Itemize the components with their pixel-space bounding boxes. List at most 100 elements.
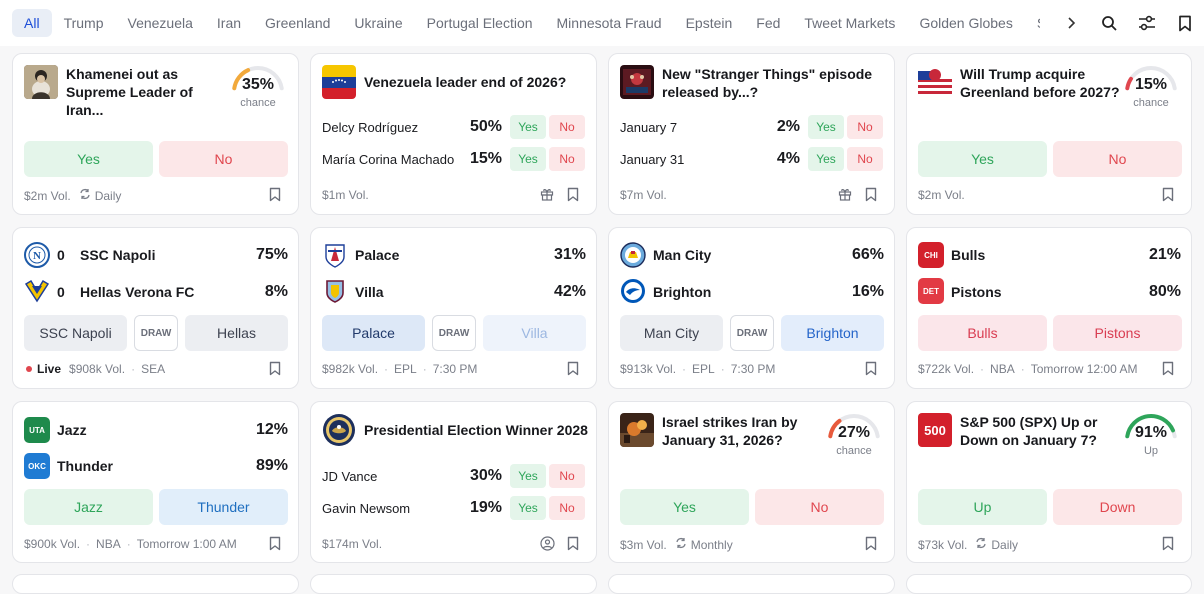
volume-text: $2m Vol. xyxy=(24,188,71,203)
tab-silver[interactable]: Silver xyxy=(1025,9,1040,37)
market-card-presidential-election[interactable]: Presidential Election Winner 2028 JD Van… xyxy=(310,401,597,563)
outcome-no-button[interactable]: No xyxy=(549,147,585,171)
market-title[interactable]: New "Stranger Things" episode released b… xyxy=(662,66,873,100)
volume-text: $174m Vol. xyxy=(322,537,383,551)
gift-icon[interactable] xyxy=(540,187,554,203)
bookmark-icon[interactable] xyxy=(1162,361,1176,377)
tab-fed[interactable]: Fed xyxy=(756,15,781,31)
bookmark-icon[interactable] xyxy=(865,536,879,552)
bookmark-icon[interactable] xyxy=(865,187,879,203)
market-thumbnail xyxy=(24,65,58,99)
outcome-no-button[interactable]: No xyxy=(847,115,883,139)
tab-epstein[interactable]: Epstein xyxy=(685,15,733,31)
market-card-palace-villa[interactable]: Palace 31% Villa 42% Palace DRAW Villa $… xyxy=(310,227,597,389)
market-card-jazz-thunder[interactable]: UTA Jazz 12% OKC Thunder 89% Jazz Thunde… xyxy=(12,401,299,563)
market-title[interactable]: Will Trump acquire Greenland before 2027… xyxy=(960,66,1120,100)
market-footer: $3m Vol. Monthly xyxy=(620,537,733,552)
outcome-yes-button[interactable]: Yes xyxy=(808,147,844,171)
tab-ukraine[interactable]: Ukraine xyxy=(354,15,403,31)
tab-portugal-election[interactable]: Portugal Election xyxy=(426,15,533,31)
buy-yes-button[interactable]: Yes xyxy=(620,489,749,525)
market-card-napoli-verona[interactable]: N 0 SSC Napoli 75% 0 Hellas Verona FC 8%… xyxy=(12,227,299,389)
bet-team1-button[interactable]: SSC Napoli xyxy=(24,315,127,351)
market-title[interactable]: Khamenei out as Supreme Leader of Iran..… xyxy=(66,66,193,118)
market-card-partial[interactable] xyxy=(906,574,1192,594)
market-card-mancity-brighton[interactable]: Man City 66% Brighton 16% Man City DRAW … xyxy=(608,227,895,389)
bookmark-icon[interactable] xyxy=(1162,187,1176,203)
buy-yes-button[interactable]: Yes xyxy=(918,141,1047,177)
bet-team2-button[interactable]: Hellas xyxy=(185,315,288,351)
market-card-khamenei[interactable]: Khamenei out as Supreme Leader of Iran..… xyxy=(12,53,299,215)
buy-down-button[interactable]: Down xyxy=(1053,489,1182,525)
market-title[interactable]: S&P 500 (SPX) Up or Down on January 7? xyxy=(960,414,1098,448)
tab-venezuela[interactable]: Venezuela xyxy=(127,15,193,31)
bet-team2-button[interactable]: Thunder xyxy=(159,489,288,525)
buy-no-button[interactable]: No xyxy=(755,489,884,525)
filter-sliders-icon[interactable] xyxy=(1128,15,1166,31)
tab-tweet-markets[interactable]: Tweet Markets xyxy=(804,15,896,31)
tab-greenland[interactable]: Greenland xyxy=(265,15,331,31)
tab-all[interactable]: All xyxy=(12,9,52,37)
outcome-name: Delcy Rodríguez xyxy=(322,120,419,135)
bookmark-icon[interactable] xyxy=(1166,15,1204,32)
outcome-no-button[interactable]: No xyxy=(847,147,883,171)
bookmark-icon[interactable] xyxy=(269,536,283,552)
bet-team2-button[interactable]: Pistons xyxy=(1053,315,1182,351)
market-footer: $73k Vol. Daily xyxy=(918,537,1018,552)
outcome-yes-button[interactable]: Yes xyxy=(808,115,844,139)
bet-team2-button[interactable]: Brighton xyxy=(781,315,884,351)
tab-trump[interactable]: Trump xyxy=(63,15,104,31)
market-card-partial[interactable] xyxy=(12,574,299,594)
market-card-partial[interactable] xyxy=(608,574,895,594)
buy-no-button[interactable]: No xyxy=(159,141,288,177)
market-card-stranger-things[interactable]: New "Stranger Things" episode released b… xyxy=(608,53,895,215)
market-card-greenland[interactable]: Will Trump acquire Greenland before 2027… xyxy=(906,53,1192,215)
tab-golden-globes[interactable]: Golden Globes xyxy=(919,15,1013,31)
buy-up-button[interactable]: Up xyxy=(918,489,1047,525)
people-icon[interactable] xyxy=(540,536,555,552)
team-percent: 66% xyxy=(851,246,884,263)
bookmark-icon[interactable] xyxy=(567,536,581,552)
market-card-spx[interactable]: 500 S&P 500 (SPX) Up or Down on January … xyxy=(906,401,1192,563)
bet-team1-button[interactable]: Bulls xyxy=(918,315,1047,351)
market-card-bulls-pistons[interactable]: CHI Bulls 21% DET Pistons 80% Bulls Pist… xyxy=(906,227,1192,389)
outcome-no-button[interactable]: No xyxy=(549,464,585,488)
search-icon[interactable] xyxy=(1090,15,1128,31)
bookmark-icon[interactable] xyxy=(567,187,581,203)
team-percent: 16% xyxy=(851,283,884,300)
market-title[interactable]: Venezuela leader end of 2026? xyxy=(364,74,567,90)
market-card-venezuela[interactable]: Venezuela leader end of 2026? Delcy Rodr… xyxy=(310,53,597,215)
category-bar: All Trump Venezuela Iran Greenland Ukrai… xyxy=(0,0,1204,46)
bet-team1-button[interactable]: Palace xyxy=(322,315,425,351)
outcome-yes-button[interactable]: Yes xyxy=(510,464,546,488)
market-footer: $900k Vol. · NBA · Tomorrow 1:00 AM xyxy=(24,537,237,551)
bet-draw-button[interactable]: DRAW xyxy=(134,315,178,351)
bet-team1-button[interactable]: Man City xyxy=(620,315,723,351)
outcome-yes-button[interactable]: Yes xyxy=(510,496,546,520)
tab-minnesota-fraud[interactable]: Minnesota Fraud xyxy=(556,15,662,31)
outcome-no-button[interactable]: No xyxy=(549,115,585,139)
bookmark-icon[interactable] xyxy=(567,361,581,377)
gift-icon[interactable] xyxy=(838,187,852,203)
buy-no-button[interactable]: No xyxy=(1053,141,1182,177)
outcome-no-button[interactable]: No xyxy=(549,496,585,520)
bookmark-icon[interactable] xyxy=(1162,536,1176,552)
tab-iran[interactable]: Iran xyxy=(216,15,242,31)
bet-team1-button[interactable]: Jazz xyxy=(24,489,153,525)
market-title[interactable]: Presidential Election Winner 2028 xyxy=(364,422,588,438)
buy-yes-button[interactable]: Yes xyxy=(24,141,153,177)
bookmark-icon[interactable] xyxy=(269,187,283,203)
market-card-israel-iran[interactable]: Israel strikes Iran by January 31, 2026?… xyxy=(608,401,895,563)
bookmark-icon[interactable] xyxy=(865,361,879,377)
outcome-yes-button[interactable]: Yes xyxy=(510,115,546,139)
team-name: Pistons xyxy=(951,284,1002,300)
bet-draw-button[interactable]: DRAW xyxy=(730,315,774,351)
bet-draw-button[interactable]: DRAW xyxy=(432,315,476,351)
market-title[interactable]: Israel strikes Iran by January 31, 2026? xyxy=(662,414,798,448)
bet-team2-button[interactable]: Villa xyxy=(483,315,586,351)
outcome-yes-button[interactable]: Yes xyxy=(510,147,546,171)
chevron-right-icon[interactable] xyxy=(1052,16,1090,30)
volume-text: $3m Vol. xyxy=(620,537,667,552)
bookmark-icon[interactable] xyxy=(269,361,283,377)
market-card-partial[interactable] xyxy=(310,574,597,594)
